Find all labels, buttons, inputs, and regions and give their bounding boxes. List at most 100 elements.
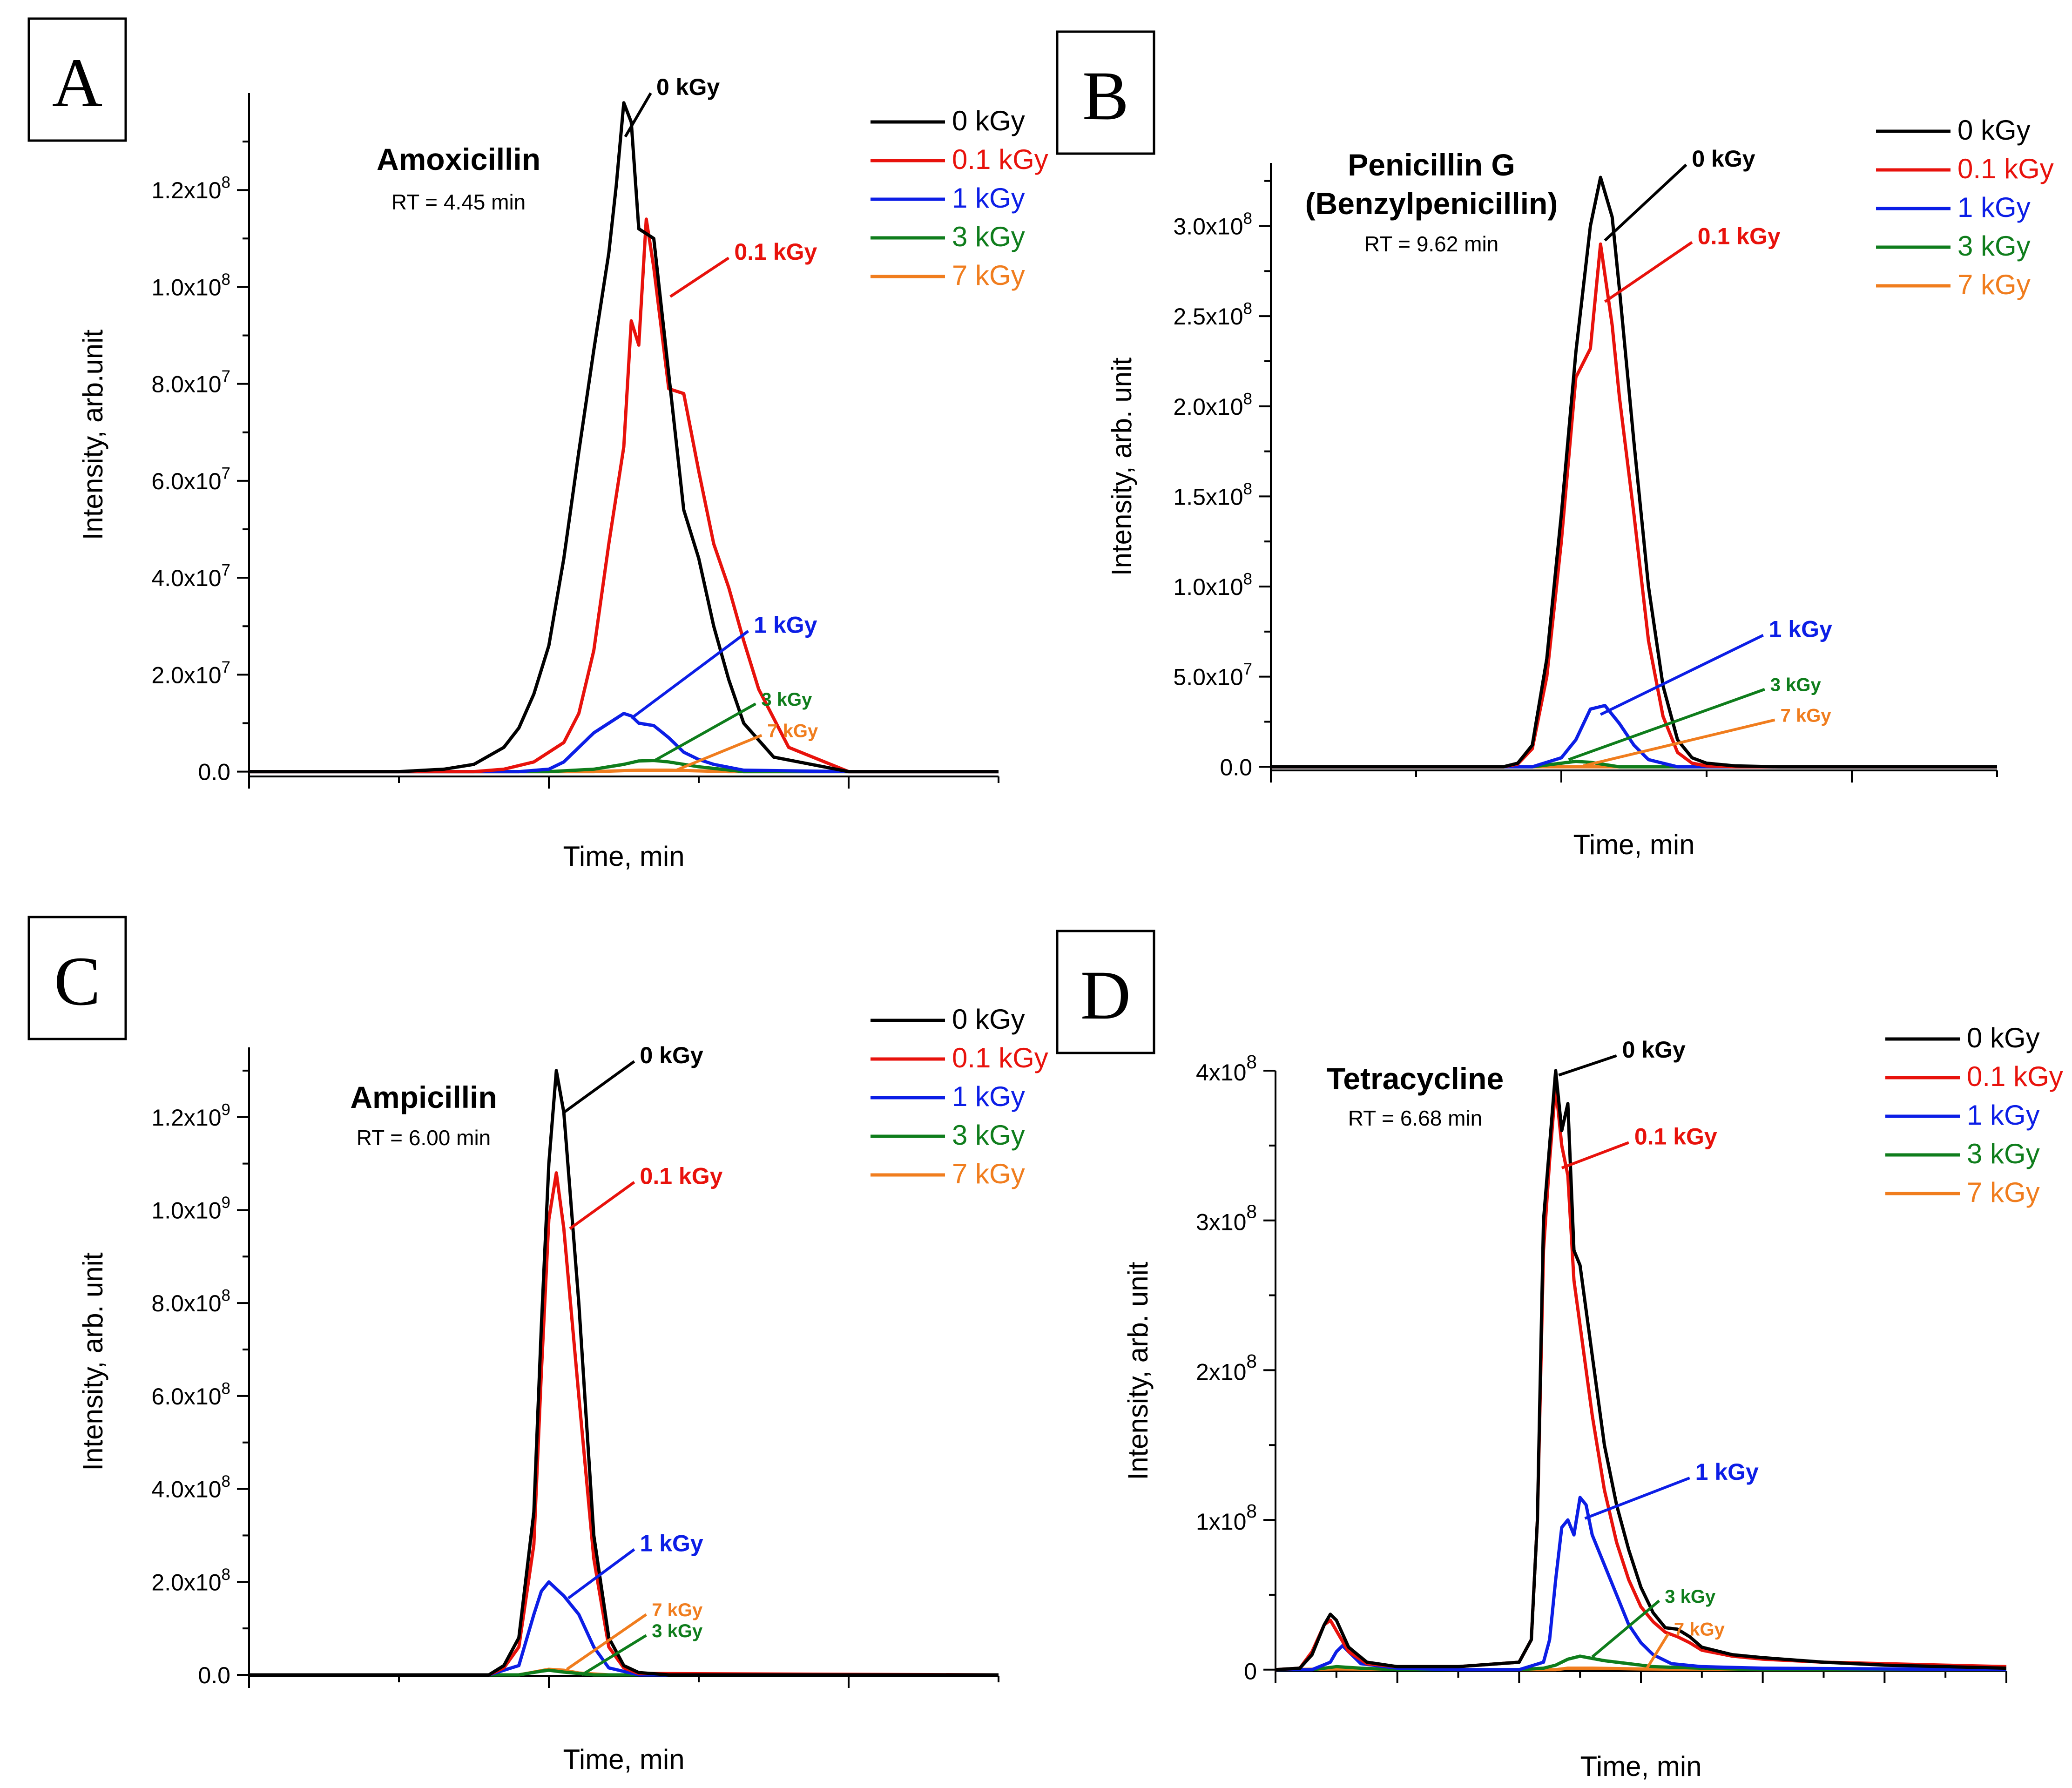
y-tick-base: 3.0x10: [1173, 214, 1243, 240]
y-tick-label: 1.0x108: [151, 270, 230, 301]
annotation-leader-3-kgy: [1568, 688, 1765, 761]
y-tick-base: 2x10: [1196, 1359, 1246, 1385]
annotation-leader-0-kgy: [1558, 1054, 1617, 1077]
y-tick-label: 1.0x109: [151, 1194, 230, 1224]
annotation-label-1-kgy: 1 kGy: [754, 612, 817, 638]
y-tick-exponent: 8: [222, 1379, 230, 1397]
y-tick-base: 4.0x10: [151, 1477, 221, 1503]
retention-time-label: RT = 4.45 min: [391, 190, 526, 214]
panel-letter-box: [27, 17, 127, 142]
annotation-label-7-kgy: 7 kGy: [767, 721, 818, 742]
y-tick-base: 8.0x10: [151, 371, 221, 398]
legend-label-7-kgy: 7 kGy: [1957, 269, 2031, 300]
annotation-leader-7-kgy: [675, 734, 763, 772]
series-line-0-1-kgy: [249, 217, 999, 774]
y-tick-exponent: 8: [222, 1565, 230, 1584]
annotation-label-0-kgy: 0 kGy: [640, 1042, 703, 1068]
legend-label-0-1-kgy: 0.1 kGy: [1957, 153, 2054, 184]
y-tick-label: 0.0: [198, 1662, 230, 1688]
y-tick-exponent: 8: [222, 1472, 230, 1491]
y-tick-label: 1.5x108: [1173, 480, 1252, 510]
series-line-0-kgy: [1271, 175, 1997, 769]
legend-label-1-kgy: 1 kGy: [952, 1081, 1025, 1112]
chart-penicillin-g: 0.05.0x1071.0x1081.5x1082.0x1082.5x1083.…: [1106, 115, 2054, 860]
y-tick-exponent: 8: [222, 270, 230, 289]
legend-label-7-kgy: 7 kGy: [952, 260, 1025, 291]
y-tick-base: 0.0: [198, 759, 230, 785]
annotation-label-7-kgy: 7 kGy: [1674, 1619, 1725, 1640]
annotation-label-0-1-kgy: 0.1 kGy: [734, 239, 817, 265]
y-tick-base: 1.2x10: [151, 1105, 221, 1131]
annotation-leader-7-kgy: [1583, 718, 1775, 768]
annotation-label-0-kgy: 0 kGy: [1692, 146, 1755, 172]
retention-time-label: RT = 6.00 min: [357, 1126, 491, 1150]
y-tick-label: 2.5x108: [1173, 300, 1252, 330]
annotation-label-1-kgy: 1 kGy: [640, 1530, 703, 1556]
y-tick-base: 0.0: [198, 1662, 230, 1688]
legend-label-1-kgy: 1 kGy: [1967, 1100, 2040, 1131]
annotation-leader-1-kgy: [630, 630, 749, 720]
y-tick-exponent: 8: [1246, 1201, 1257, 1222]
panel-b: B 0.05.0x1071.0x1081.5x1082.0x1082.5x108…: [1056, 30, 2054, 860]
y-tick-base: 8.0x10: [151, 1290, 221, 1316]
annotation-leader-0-1-kgy: [1561, 1141, 1629, 1169]
x-axis-title: Time, min: [1580, 1751, 1701, 1782]
annotation-leader-0-1-kgy: [669, 256, 730, 298]
y-tick-base: 6.0x10: [151, 1383, 221, 1410]
y-tick-label: 6.0x108: [151, 1379, 230, 1410]
annotation-label-3-kgy: 3 kGy: [1665, 1586, 1716, 1607]
retention-time-label: RT = 6.68 min: [1348, 1106, 1483, 1130]
legend-label-0-kgy: 0 kGy: [952, 1004, 1025, 1035]
legend-label-0-kgy: 0 kGy: [1957, 115, 2031, 146]
y-tick-base: 2.0x10: [1173, 394, 1243, 420]
annotation-leader-1-kgy: [1584, 1477, 1690, 1520]
y-axis-title: Intensity, arb. unit: [1122, 1262, 1154, 1480]
annotation-leader-0-kgy: [624, 92, 652, 138]
y-tick-base: 1.5x10: [1173, 484, 1243, 510]
x-axis-title: Time, min: [1573, 829, 1694, 860]
chart-amoxicillin: 0.02.0x1074.0x1076.0x1078.0x1071.0x1081.…: [77, 74, 1048, 872]
y-tick-base: 2.0x10: [151, 1569, 221, 1595]
y-tick-label: 1.0x108: [1173, 570, 1252, 600]
y-tick-base: 0: [1244, 1659, 1257, 1685]
series-line-0-kgy: [249, 101, 999, 774]
y-tick-label: 0.0: [198, 759, 230, 785]
y-tick-label: 1x108: [1196, 1500, 1257, 1535]
x-axis-title: Time, min: [563, 841, 684, 872]
series-line-0-1-kgy: [249, 1171, 999, 1677]
y-tick-base: 3x10: [1196, 1209, 1246, 1235]
y-tick-label: 3x108: [1196, 1201, 1257, 1235]
chart-title: Tetracycline: [1327, 1061, 1504, 1096]
annotation-label-0-1-kgy: 0.1 kGy: [1698, 223, 1781, 249]
legend-label-0-1-kgy: 0.1 kGy: [952, 1042, 1048, 1073]
y-tick-exponent: 7: [222, 367, 230, 385]
y-tick-label: 1.2x109: [151, 1100, 230, 1131]
y-tick-exponent: 8: [1246, 1500, 1257, 1522]
y-tick-label: 3.0x108: [1173, 209, 1252, 240]
legend-label-3-kgy: 3 kGy: [952, 221, 1025, 252]
annotation-leader-7-kgy: [566, 1613, 648, 1671]
series-line-0-1-kgy: [1275, 1084, 2007, 1672]
y-tick-exponent: 9: [222, 1194, 230, 1212]
legend-label-0-1-kgy: 0.1 kGy: [1967, 1061, 2063, 1092]
legend-label-7-kgy: 7 kGy: [1967, 1177, 2040, 1208]
y-axis-title: Intensity, arb. unit: [77, 1252, 108, 1471]
y-tick-label: 2.0x108: [1173, 390, 1252, 420]
panel-letter-box: [27, 916, 127, 1040]
y-tick-exponent: 8: [1246, 1051, 1257, 1073]
chart-title: Amoxicillin: [377, 142, 540, 176]
y-tick-label: 4x108: [1196, 1051, 1257, 1086]
legend-label-3-kgy: 3 kGy: [1957, 230, 2031, 262]
annotation-label-7-kgy: 7 kGy: [1781, 706, 1832, 726]
annotation-leader-3-kgy: [581, 1634, 647, 1676]
annotation-label-7-kgy: 7 kGy: [652, 1600, 703, 1620]
legend-label-3-kgy: 3 kGy: [952, 1120, 1025, 1151]
y-axis-title: Intensity, arb.unit: [77, 329, 108, 540]
y-tick-label: 8.0x108: [151, 1287, 230, 1317]
annotation-label-1-kgy: 1 kGy: [1769, 616, 1832, 642]
panel-letter: A: [52, 44, 102, 121]
y-tick-base: 1.0x10: [151, 274, 221, 300]
